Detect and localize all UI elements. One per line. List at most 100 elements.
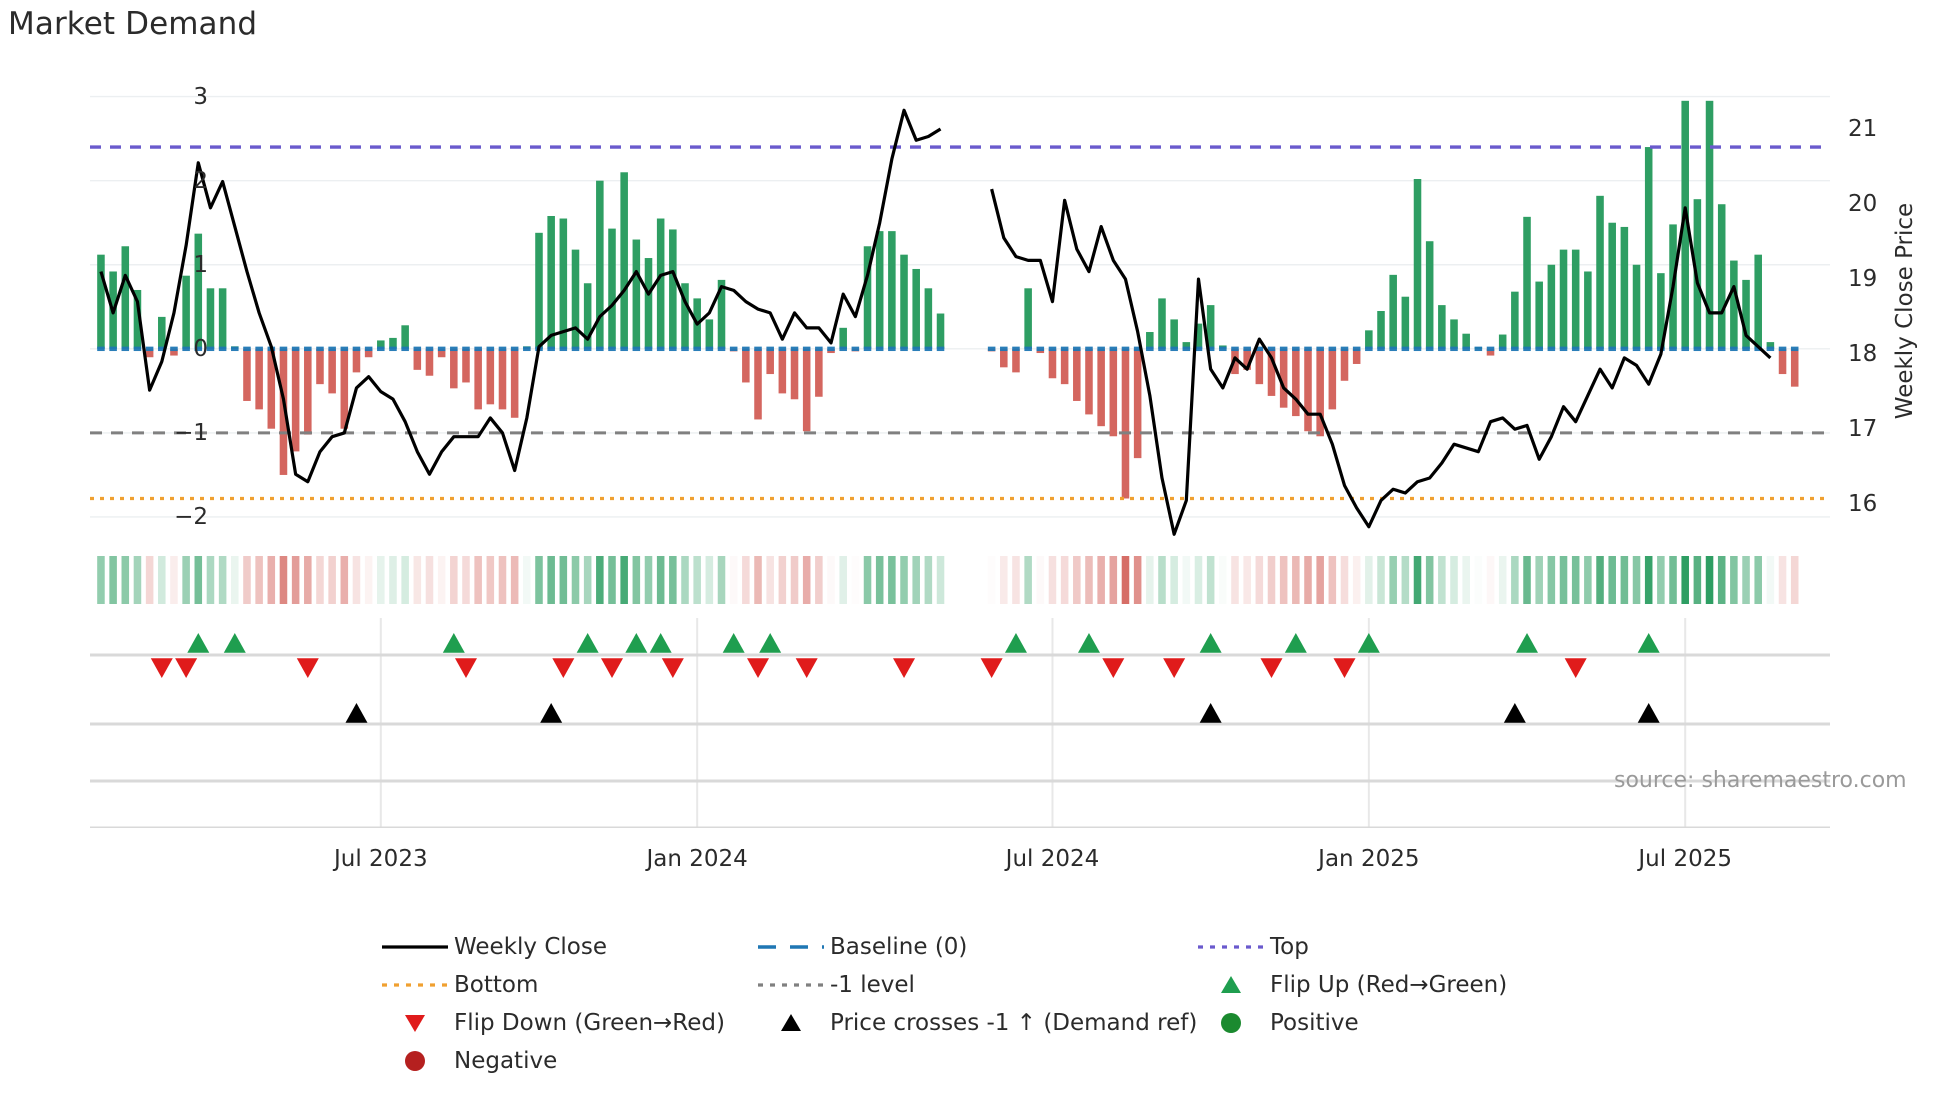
baseline-cap — [1425, 346, 1434, 352]
baseline-cap — [1340, 346, 1349, 352]
legend-key-dotted-line — [1198, 945, 1264, 949]
baseline-cap — [1535, 346, 1543, 352]
demand-bar — [778, 348, 787, 394]
flip-up-marker — [625, 633, 648, 653]
baseline-cap — [425, 346, 434, 352]
baseline-cap — [170, 346, 178, 352]
legend-key — [376, 1048, 454, 1074]
baseline-cap — [936, 346, 945, 352]
legend-item[interactable]: Price crosses -1 ↑ (Demand ref) — [752, 1004, 1197, 1042]
heatmap-cell — [936, 556, 945, 604]
legend-item[interactable]: Top — [1192, 928, 1556, 966]
heatmap-cell — [1571, 556, 1580, 604]
legend-item[interactable]: Positive — [1192, 1004, 1556, 1042]
demand-bar — [243, 348, 251, 401]
demand-bar — [316, 348, 324, 385]
baseline-cap — [1085, 346, 1093, 352]
legend-item[interactable]: Bottom — [376, 966, 752, 1004]
heatmap-cell — [778, 556, 787, 604]
legend-item[interactable]: Flip Down (Green→Red) — [376, 1004, 752, 1042]
baseline-cap — [1754, 346, 1762, 352]
legend-item[interactable]: Flip Up (Red→Green) — [1192, 966, 1556, 1004]
demand-bar — [498, 348, 507, 410]
heatmap-cell — [255, 556, 263, 604]
demand-bar — [1766, 342, 1775, 349]
flip-down-marker — [552, 658, 575, 678]
baseline-cap — [1596, 346, 1604, 352]
legend-key-dotted-line — [758, 983, 824, 987]
demand-bar — [1450, 319, 1458, 349]
legend-item[interactable]: Negative — [376, 1042, 752, 1080]
chart-plot-area — [90, 84, 1830, 538]
legend-item[interactable]: Weekly Close — [376, 928, 752, 966]
baseline-cap — [1620, 346, 1629, 352]
demand-bar — [206, 288, 215, 349]
flip-down-marker — [175, 658, 198, 678]
demand-bar — [583, 283, 592, 349]
baseline-cap — [121, 346, 130, 352]
demand-bars — [97, 100, 1799, 499]
demand-bar — [510, 348, 519, 418]
baseline-cap — [815, 346, 823, 352]
baseline-cap — [1498, 346, 1507, 352]
heatmap-cell — [1206, 556, 1215, 604]
demand-bar — [1097, 348, 1105, 427]
baseline-cap — [1717, 346, 1726, 352]
heatmap-cell — [1766, 556, 1775, 604]
demand-bar — [170, 348, 178, 356]
heatmap-cell — [1194, 556, 1203, 604]
demand-bar — [1073, 348, 1081, 401]
demand-bar — [1547, 264, 1556, 349]
demand-bar — [863, 246, 872, 349]
heatmap-cell — [1717, 556, 1726, 604]
demand-bar — [596, 180, 604, 349]
legend-item[interactable]: -1 level — [752, 966, 1192, 1004]
chart-svg — [90, 95, 1830, 536]
demand-bar — [656, 218, 665, 349]
demand-bar — [1340, 348, 1349, 381]
demand-bar — [1133, 348, 1142, 459]
heatmap-cell — [1511, 556, 1519, 604]
flip-up-marker — [1284, 633, 1307, 653]
demand-bar — [1571, 249, 1580, 349]
heatmap-cell — [1584, 556, 1592, 604]
heatmap-cell — [170, 556, 178, 604]
demand-bar — [1146, 332, 1154, 349]
demand-bar — [669, 229, 677, 349]
baseline-cap — [766, 346, 774, 352]
demand-bar — [1024, 288, 1032, 349]
demand-bar — [1389, 274, 1397, 349]
heatmap-cell — [632, 556, 641, 604]
legend-item[interactable]: Baseline (0) — [752, 928, 1192, 966]
demand-bar — [304, 348, 312, 435]
y-axis-right-tick: 16 — [1848, 491, 1878, 518]
flip-down-marker — [747, 658, 770, 678]
flip-up-marker — [722, 633, 745, 653]
demand-bar — [1000, 348, 1008, 368]
demand-bar — [425, 348, 434, 376]
y-axis-right-tick: 20 — [1848, 191, 1878, 218]
baseline-cap — [486, 346, 495, 352]
baseline-cap — [510, 346, 519, 352]
baseline-cap — [1632, 346, 1641, 352]
demand-bar — [1401, 296, 1410, 349]
x-axis-tick: Jul 2023 — [333, 846, 428, 872]
baseline-cap — [1158, 346, 1166, 352]
demand-bar — [875, 231, 884, 349]
flip-down-marker — [1102, 658, 1125, 678]
heatmap-cell — [851, 556, 860, 604]
heatmap-cell — [559, 556, 568, 604]
baseline-cap — [644, 346, 653, 352]
baseline-cap — [158, 346, 166, 352]
flip-up-marker — [1637, 633, 1660, 653]
demand-bar — [1632, 264, 1641, 349]
demand-bar — [462, 348, 470, 383]
baseline-cap — [1182, 346, 1191, 352]
baseline-cap — [669, 346, 677, 352]
heatmap-cell — [1012, 556, 1020, 604]
heatmap-cell — [1109, 556, 1118, 604]
heatmap-cell — [109, 556, 117, 604]
baseline-cap — [778, 346, 787, 352]
flip-down-marker — [1564, 658, 1587, 678]
flip-up-marker — [1357, 633, 1380, 653]
